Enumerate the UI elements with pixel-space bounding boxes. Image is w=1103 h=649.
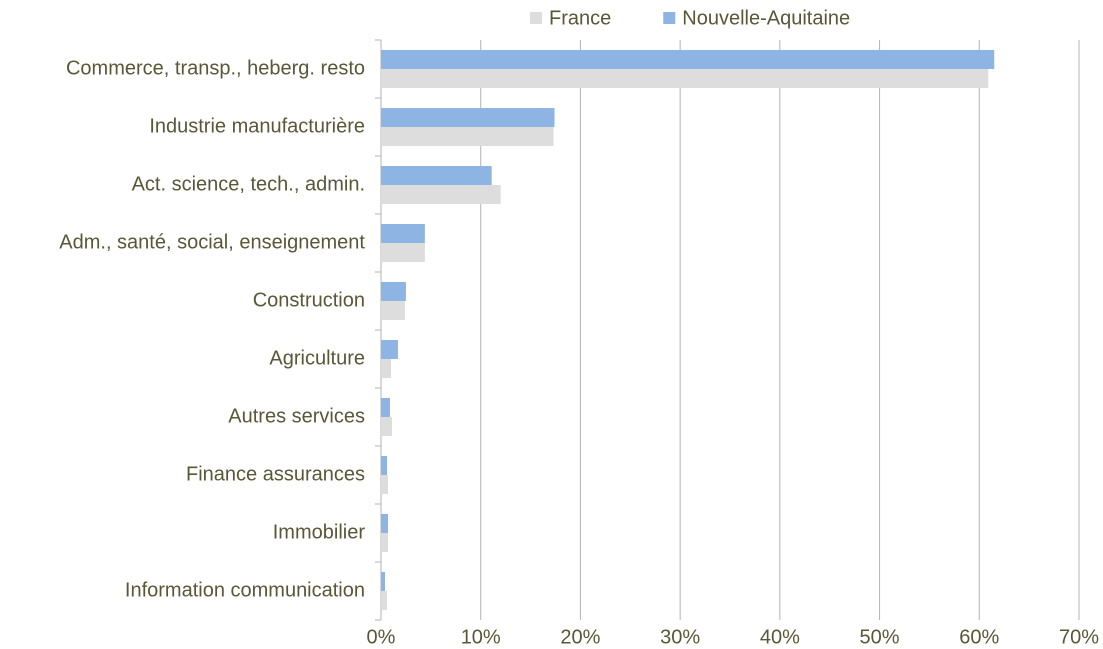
x-tick-label: 30% <box>660 626 700 648</box>
y-tick-label: Information communication <box>125 579 365 601</box>
y-tick-label: Industrie manufacturière <box>149 115 365 137</box>
y-tick-label: Act. science, tech., admin. <box>132 173 365 195</box>
x-tick-label: 50% <box>860 626 900 648</box>
x-tick-label: 20% <box>560 626 600 648</box>
y-tick-label: Commerce, transp., heberg. resto <box>66 57 365 79</box>
bar <box>381 127 554 146</box>
y-tick-label: Agriculture <box>269 347 365 369</box>
y-tick-label: Adm., santé, social, enseignement <box>59 231 365 253</box>
x-tick-label: 70% <box>1059 626 1099 648</box>
x-tick-label: 40% <box>760 626 800 648</box>
bar <box>381 572 385 591</box>
bar <box>381 50 995 69</box>
bar <box>381 533 388 552</box>
legend-label: France <box>549 7 611 29</box>
bar <box>381 456 387 475</box>
bar <box>381 417 392 436</box>
bar <box>381 514 388 533</box>
bar <box>381 398 390 417</box>
bar <box>381 69 989 88</box>
x-tick-label: 10% <box>461 626 501 648</box>
bar <box>381 301 405 320</box>
bar <box>381 591 387 610</box>
legend-label: Nouvelle-Aquitaine <box>682 7 850 29</box>
bar <box>381 185 501 204</box>
y-tick-label: Construction <box>253 289 365 311</box>
bar <box>381 475 388 494</box>
bar <box>381 166 492 185</box>
x-tick-label: 0% <box>367 626 396 648</box>
legend-swatch <box>663 12 676 24</box>
legend-swatch <box>530 12 542 24</box>
bar <box>381 282 406 301</box>
bar <box>381 359 391 378</box>
bar <box>381 243 425 262</box>
bar <box>381 340 398 359</box>
y-tick-label: Finance assurances <box>186 463 365 485</box>
bar <box>381 224 425 243</box>
y-tick-label: Autres services <box>228 405 365 427</box>
x-tick-label: 60% <box>959 626 999 648</box>
bar <box>381 108 555 127</box>
y-tick-label: Immobilier <box>273 521 366 543</box>
